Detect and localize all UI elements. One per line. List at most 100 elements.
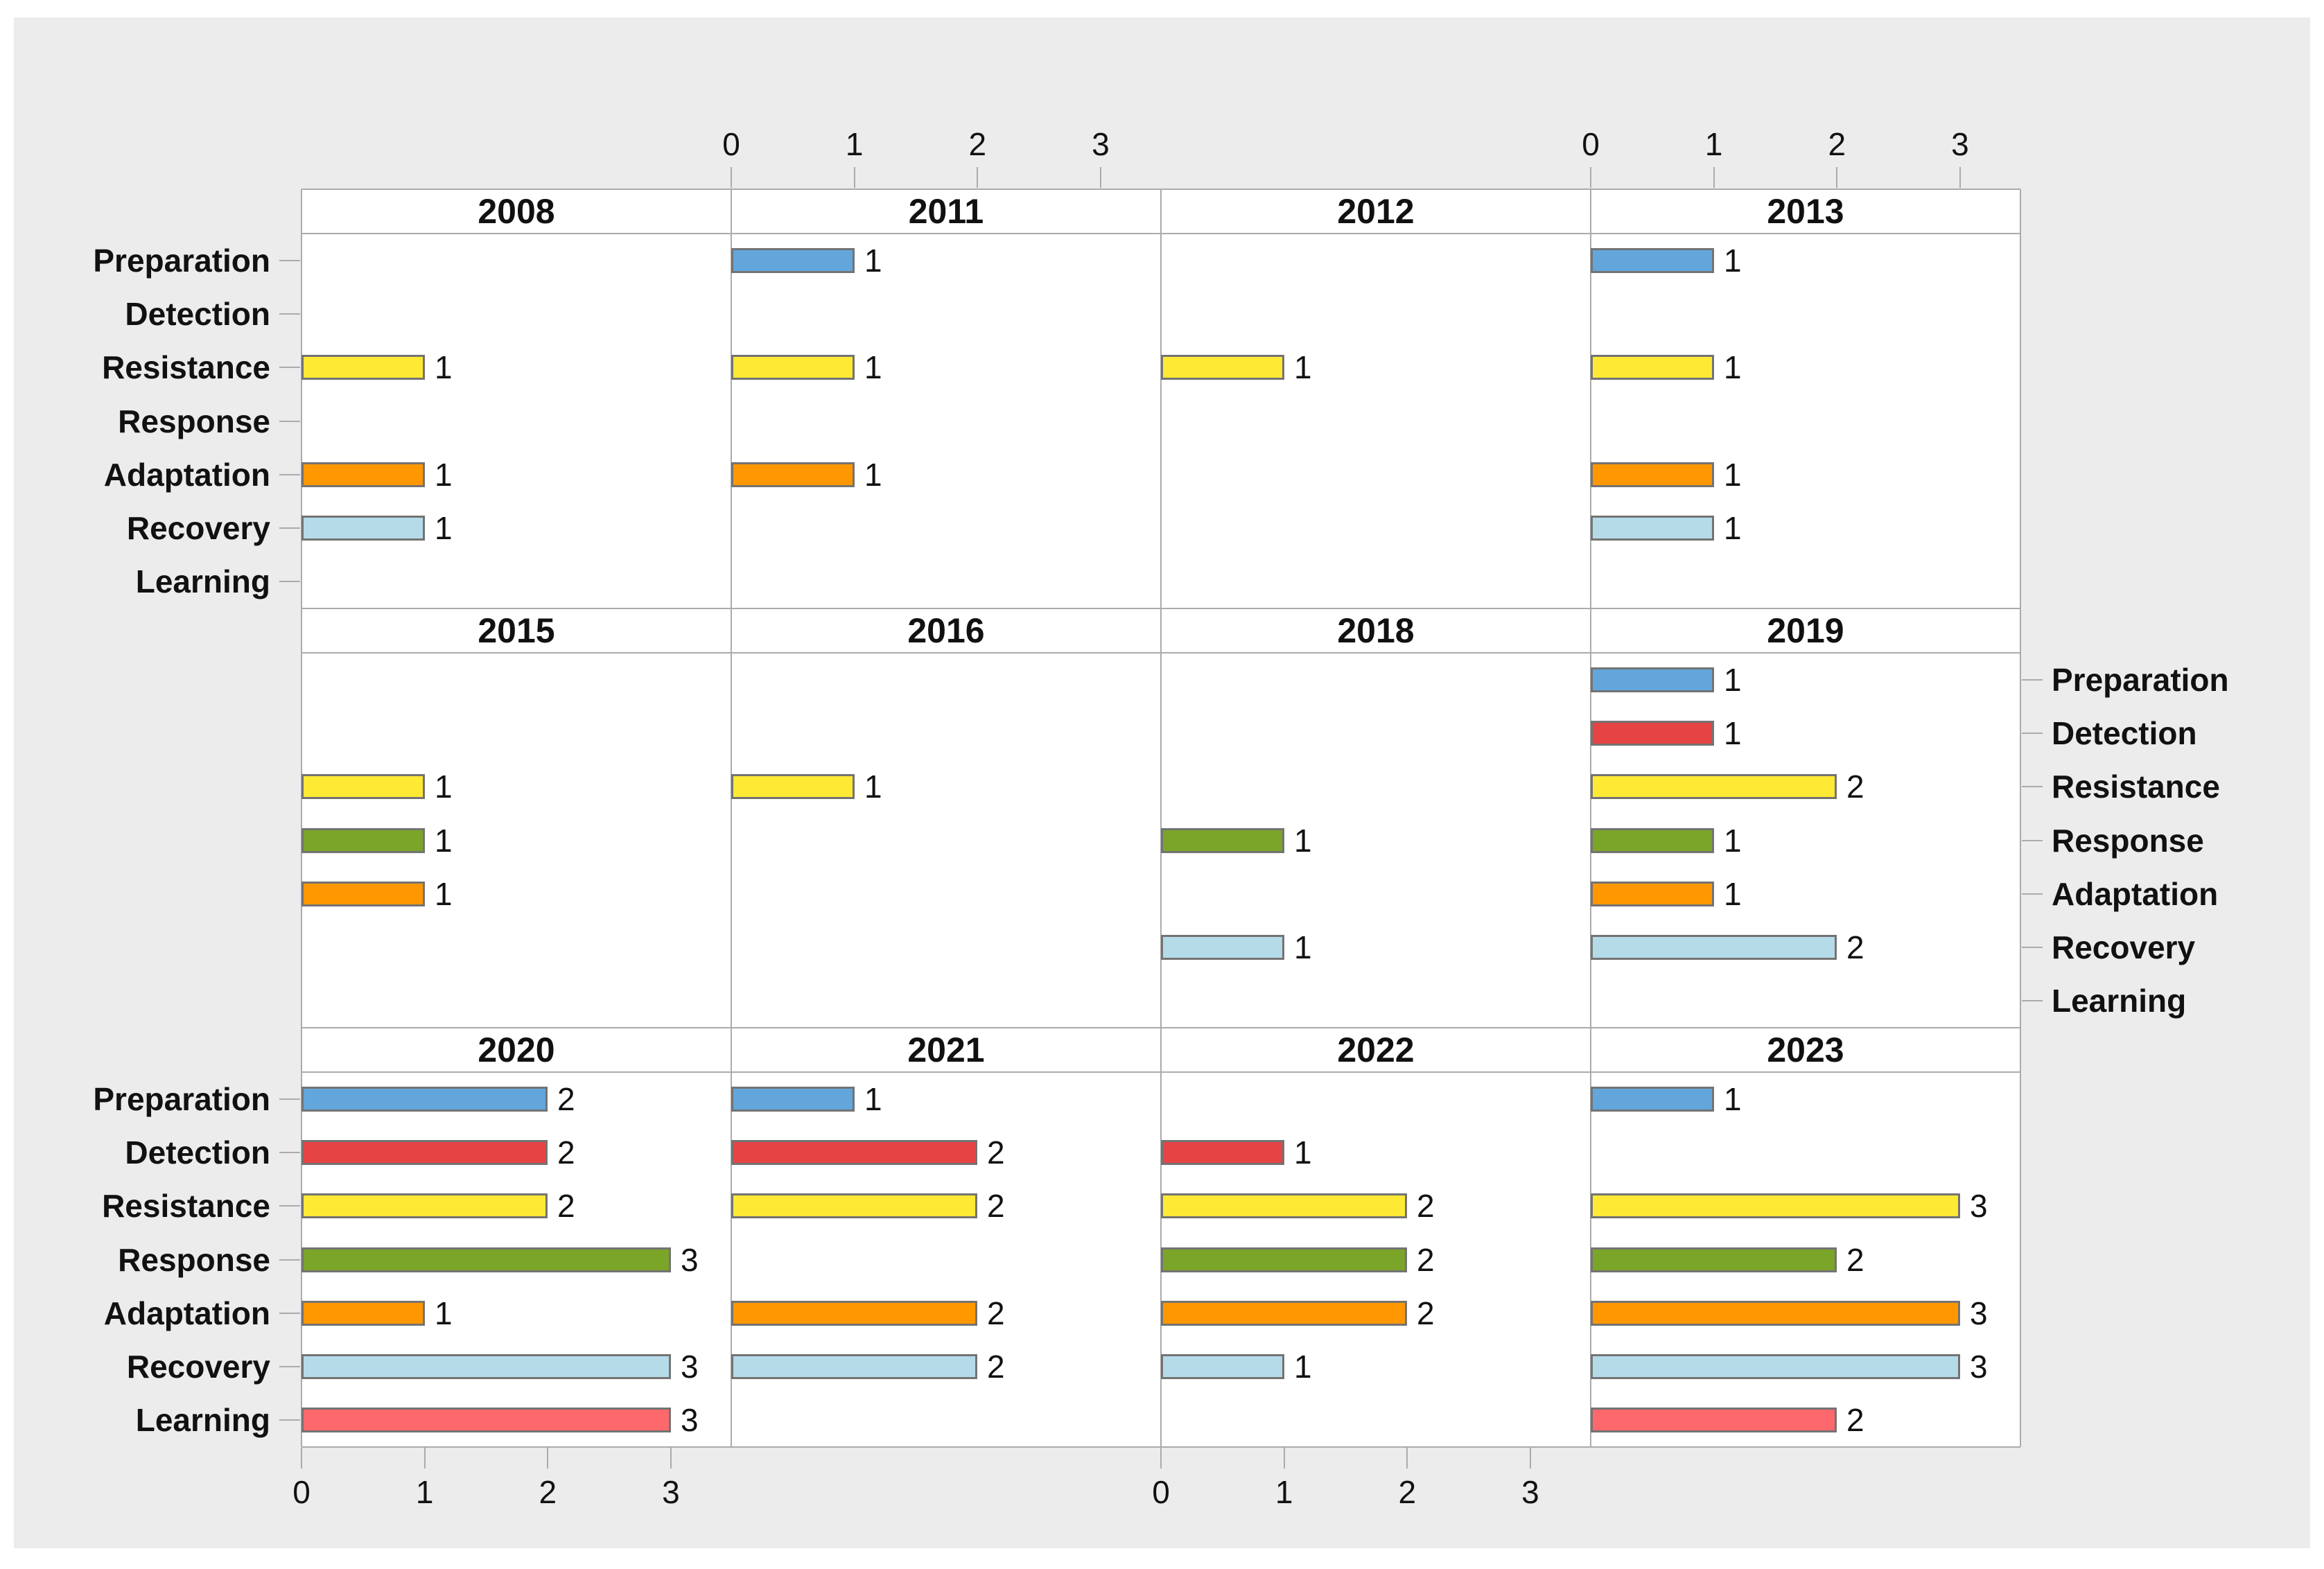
bar-row-2023-resistance: 3 [1591, 1188, 2020, 1225]
category-tick-learning [2022, 1000, 2043, 1002]
category-label-adaptation: Adaptation [103, 1295, 270, 1331]
bar-row-2021-detection: 2 [731, 1134, 1161, 1171]
bar-value-label: 1 [435, 769, 453, 805]
category-tick-recovery [279, 527, 300, 529]
bar-resistance [302, 774, 425, 800]
facet-header-top-line [302, 608, 2020, 609]
x-axis-tick [1590, 167, 1591, 188]
bar-value-label: 1 [1724, 715, 1742, 751]
facet-header-bottom-line [302, 652, 2020, 654]
bar-row-2011-resistance: 1 [731, 351, 1161, 383]
bar-value-label: 1 [435, 822, 453, 859]
x-axis-tick [731, 167, 732, 188]
facet-title-2015: 2015 [478, 611, 555, 650]
bar-value-label: 1 [1724, 875, 1742, 912]
facet-title-2020: 2020 [478, 1031, 555, 1069]
bar-preparation [1591, 247, 1714, 273]
bar-adaptation [731, 462, 855, 487]
x-axis-tick-label: 0 [722, 126, 740, 162]
facet-title-2011: 2011 [908, 192, 984, 231]
category-tick-preparation [279, 1098, 300, 1100]
facet-grid-bottom-line [302, 1446, 2020, 1448]
bar-row-2022-recovery: 1 [1161, 1351, 1591, 1383]
x-axis-tick-label: 1 [1704, 126, 1723, 162]
bar-row-2012-resistance: 1 [1161, 351, 1591, 383]
bar-resistance [1591, 1193, 1960, 1219]
bar-row-2020-resistance: 2 [302, 1190, 731, 1222]
bar-adaptation [302, 462, 425, 487]
x-axis-tick [1959, 167, 1961, 188]
category-label-detection: Detection [2052, 715, 2197, 751]
bar-row-2019-recovery: 2 [1591, 931, 2020, 963]
bar-value-label: 1 [435, 1295, 453, 1331]
bar-value-label: 2 [557, 1080, 575, 1117]
bar-value-label: 2 [1846, 769, 1864, 805]
bar-response [1591, 827, 1714, 853]
bar-row-2019-preparation: 1 [1591, 664, 2020, 696]
bar-value-label: 2 [987, 1134, 1005, 1171]
bar-learning [1591, 1408, 1837, 1433]
bar-resistance [731, 355, 855, 380]
category-label-response: Response [118, 1241, 270, 1278]
bar-row-2018-response: 1 [1161, 825, 1591, 857]
bar-row-2021-preparation: 1 [731, 1083, 1161, 1115]
facet-title-2013: 2013 [1767, 192, 1844, 231]
category-label-resistance: Resistance [102, 1188, 270, 1225]
category-tick-adaptation [279, 473, 300, 475]
bar-preparation [1591, 1086, 1714, 1112]
bar-row-2021-adaptation: 2 [731, 1297, 1161, 1329]
bar-row-2011-preparation: 1 [731, 242, 1161, 279]
bar-preparation [1591, 667, 1714, 692]
bar-row-2021-recovery: 2 [731, 1351, 1161, 1383]
bar-adaptation [1591, 881, 1714, 906]
bar-value-label: 3 [1970, 1188, 1988, 1225]
category-label-learning: Learning [2052, 983, 2187, 1019]
bar-detection [731, 1139, 977, 1165]
category-label-preparation: Preparation [93, 1080, 270, 1117]
bar-resistance [731, 774, 855, 800]
bar-row-2013-resistance: 1 [1591, 351, 2020, 383]
x-axis-tick-label: 0 [1582, 126, 1600, 162]
bar-row-2023-preparation: 1 [1591, 1083, 2020, 1115]
x-axis-tick [977, 167, 979, 188]
bar-row-2019-detection: 1 [1591, 715, 2020, 751]
bar-value-label: 1 [1724, 456, 1742, 493]
category-tick-detection [279, 313, 300, 315]
bar-value-label: 2 [1417, 1295, 1435, 1331]
bar-value-label: 3 [681, 1241, 699, 1278]
x-axis-tick-label: 2 [1398, 1474, 1417, 1510]
x-axis-tick [547, 1448, 549, 1469]
facet-title-2008: 2008 [478, 192, 555, 231]
x-axis-tick-label: 2 [968, 126, 987, 162]
bar-resistance [302, 1193, 548, 1219]
facet-column-separator [1160, 189, 1162, 1447]
facet-title-2018: 2018 [1337, 611, 1415, 650]
x-axis-tick [1160, 1448, 1162, 1469]
facet-header-bottom-line [302, 1071, 2020, 1073]
bar-value-label: 3 [1970, 1295, 1988, 1331]
bar-row-2015-adaptation: 1 [302, 878, 731, 910]
bar-row-2015-response: 1 [302, 822, 731, 859]
facet-header-top-line [302, 189, 2020, 190]
x-axis-tick-label: 1 [845, 126, 864, 162]
bar-row-2016-resistance: 1 [731, 771, 1161, 803]
bar-row-2022-adaptation: 2 [1161, 1295, 1591, 1331]
bar-value-label: 2 [987, 1188, 1005, 1225]
bar-detection [302, 1139, 548, 1165]
bar-response [302, 1247, 671, 1272]
bar-resistance [731, 1193, 977, 1219]
category-label-preparation: Preparation [93, 242, 270, 279]
category-label-learning: Learning [135, 1402, 270, 1439]
facet-header-top-line [302, 1027, 2020, 1028]
bar-value-label: 3 [1970, 1349, 1988, 1385]
bar-row-2013-recovery: 1 [1591, 512, 2020, 544]
bar-row-2019-adaptation: 1 [1591, 875, 2020, 912]
x-axis-tick [1836, 167, 1838, 188]
category-tick-adaptation [279, 1312, 300, 1314]
x-axis-tick [301, 1448, 302, 1469]
bar-resistance [1161, 1193, 1407, 1219]
x-axis-tick-label: 2 [539, 1474, 557, 1510]
bar-row-2020-preparation: 2 [302, 1080, 731, 1117]
bar-value-label: 1 [864, 242, 882, 279]
bar-value-label: 1 [435, 510, 453, 547]
